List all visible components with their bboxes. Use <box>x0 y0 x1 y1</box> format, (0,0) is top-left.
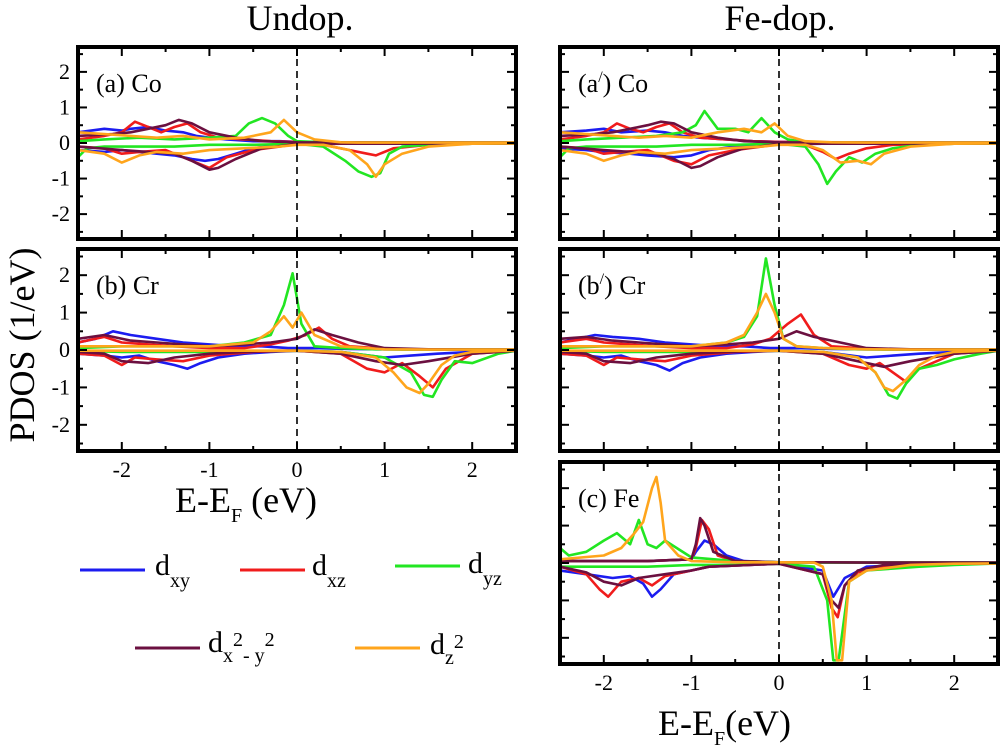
y-tick-label: 2 <box>59 262 70 287</box>
column-title-undoped: Undop. <box>247 0 354 38</box>
x-tick-label: 0 <box>292 457 303 482</box>
x-tick-label: 1 <box>861 670 872 695</box>
series-dz2-down <box>560 349 998 393</box>
series-dxy-down <box>78 349 516 371</box>
x-axis-title-left-unit: (eV) <box>242 480 317 520</box>
series-dz2-up <box>560 292 998 351</box>
panel-c-fe: -2 -1 0 1 2 (c) Fe <box>558 460 1000 695</box>
x-tick-label: 2 <box>949 670 960 695</box>
legend: dxy dxz dyz dx2- y2 dz2 <box>80 547 502 669</box>
y-tick-label: -1 <box>52 166 70 191</box>
y-axis-title: PDOS (1/eV) <box>2 248 42 443</box>
x-axis-title-left-main: E-E <box>175 480 231 520</box>
panel-label: (b/) Cr <box>578 271 646 300</box>
legend-label-dxz: dxz <box>312 549 346 592</box>
y-tick-label: -2 <box>52 412 70 437</box>
panel-label: (c) Fe <box>578 484 639 513</box>
legend-label-dxy: dxy <box>155 549 190 592</box>
series-dz2-up <box>78 311 516 351</box>
y-tick-label: -1 <box>52 374 70 399</box>
series-dz2-down <box>78 349 516 395</box>
x-tick-label: 2 <box>467 457 478 482</box>
series-dz2-up <box>560 475 998 662</box>
x-tick-label: -2 <box>113 457 131 482</box>
panel-label: (a) Co <box>96 69 162 98</box>
x-tick-label: 1 <box>379 457 390 482</box>
panel-b-cr: -2 -1 0 1 2 -2 -1 0 1 2 (b) Cr <box>52 247 518 482</box>
y-tick-label: -2 <box>52 201 70 226</box>
legend-label-dx2-y2: dx2- y2 <box>208 626 275 667</box>
x-tick-label: 0 <box>774 670 785 695</box>
column-title-fe-doped: Fe-dop. <box>725 0 836 38</box>
series-dyz-down <box>78 142 516 179</box>
series-dz2-up <box>560 122 998 144</box>
panel-label: (a/) Co <box>578 69 648 98</box>
x-tick-label: -1 <box>200 457 218 482</box>
y-tick-label: 0 <box>59 130 70 155</box>
legend-label-dyz: dyz <box>468 547 502 590</box>
series-dxy-down <box>560 349 998 372</box>
panel-a-co: (a/) Co <box>558 45 1000 241</box>
y-tick-label: 2 <box>59 59 70 84</box>
x-axis-title-left-sub: F <box>231 505 242 527</box>
panel-a-co: -2 -1 0 1 2 (a) Co <box>52 45 518 241</box>
x-tick-label: -2 <box>595 670 613 695</box>
series-dx2-y2-up <box>560 516 998 564</box>
panels: -2 -1 0 1 2 (a) Co -2 -1 0 1 2 -2 -1 0 1 2 (b) Cr (a/) Co… <box>52 45 1000 695</box>
x-axis-title-right-main: E-E <box>658 703 714 743</box>
legend-label-dz2: dz2 <box>430 628 464 669</box>
x-tick-label: -1 <box>682 670 700 695</box>
panel-b-cr: (b/) Cr <box>558 247 1000 453</box>
x-axis-title-right: E-EF(eV) <box>658 703 791 750</box>
x-axis-title-right-unit: (eV) <box>725 703 791 743</box>
x-axis-title-right-sub: F <box>714 728 725 750</box>
y-tick-label: 0 <box>59 337 70 362</box>
y-tick-label: 1 <box>59 300 70 325</box>
series-dyz-down <box>560 142 998 186</box>
y-tick-label: 1 <box>59 94 70 119</box>
series-dyz-down <box>560 562 998 662</box>
panel-label: (b) Cr <box>96 271 159 300</box>
x-axis-title-left: E-EF (eV) <box>175 480 317 527</box>
